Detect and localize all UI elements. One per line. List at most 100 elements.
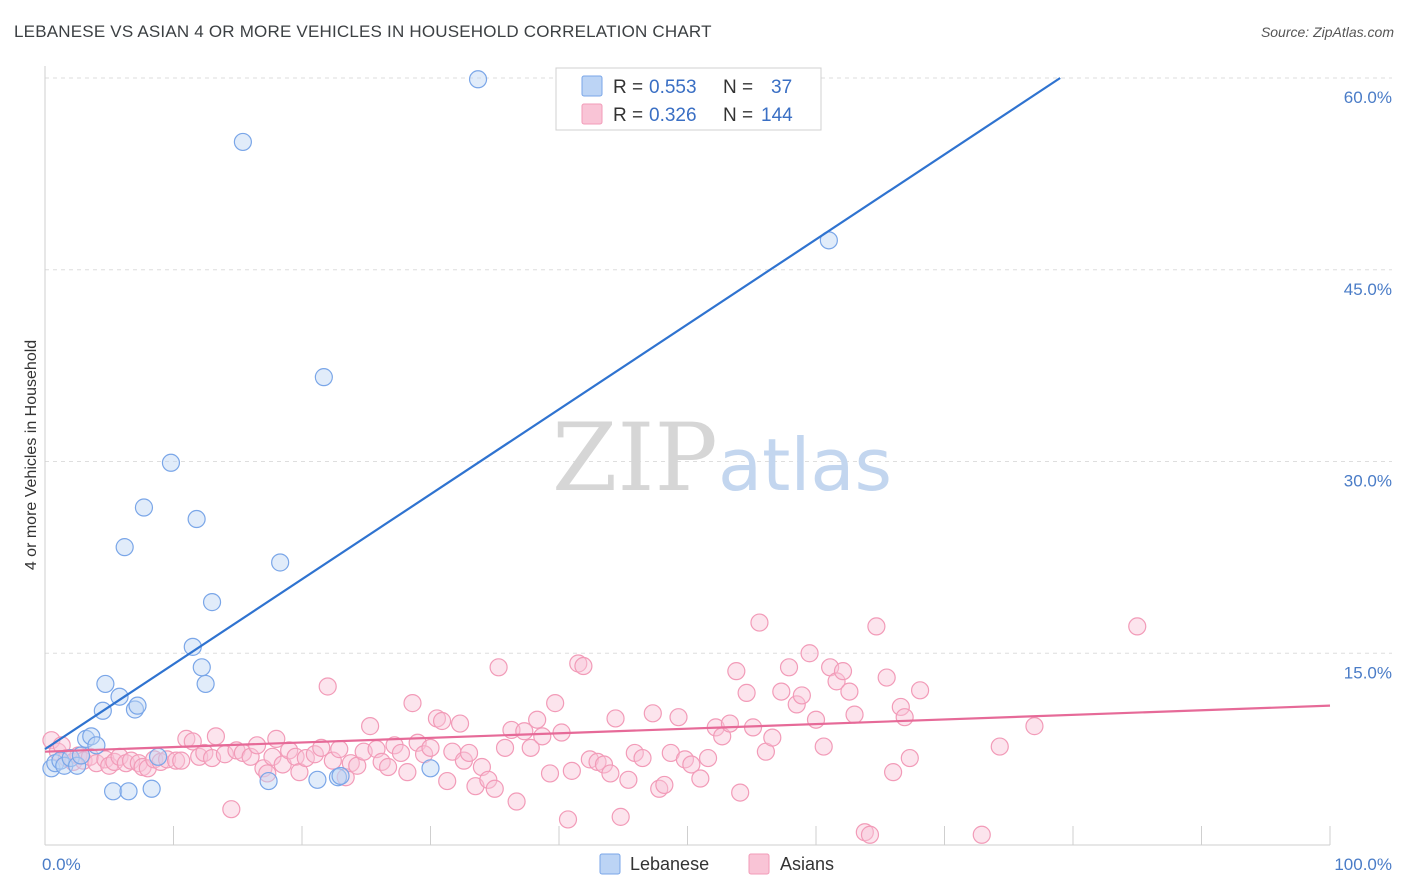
asians-point-101	[655, 775, 674, 795]
asians-point-121	[792, 686, 811, 705]
asians-point-56	[378, 757, 398, 777]
y-tick-label-3: 60.0%	[1344, 88, 1392, 107]
correlation-legend: R = 0.553 N = 37 R = 0.326 N = 144	[555, 67, 822, 131]
lebanese-point-9	[87, 736, 106, 755]
asians-point-127	[833, 662, 853, 681]
asians-point-110	[720, 714, 740, 733]
lebanese-point-13	[110, 687, 129, 706]
series-legend: Lebanese Asians	[599, 853, 834, 875]
asians-point-95	[611, 807, 630, 826]
lebanese-point-28	[259, 771, 278, 791]
legend-r-value-asians: 0.326	[649, 105, 697, 126]
asians-point-63	[421, 738, 440, 757]
x-tick-label-1: 100.0%	[1334, 855, 1392, 874]
asians-point-43	[296, 748, 315, 768]
lebanese-point-19	[142, 779, 161, 798]
lebanese-point-26	[202, 593, 222, 612]
legend-swatch-lebanese	[581, 75, 603, 97]
asians-point-68	[450, 714, 470, 733]
asians-point-141	[1025, 717, 1044, 736]
asians-point-74	[485, 779, 504, 798]
bottom-legend-label-asians: Asians	[780, 854, 834, 874]
asians-point-142	[1128, 617, 1147, 636]
asians-point-80	[521, 738, 540, 757]
asians-point-47	[323, 751, 342, 770]
asians-point-122	[800, 644, 819, 663]
watermark-atlas: atlas	[718, 423, 892, 507]
asians-point-99	[643, 704, 662, 723]
asians-point-48	[330, 740, 349, 759]
asians-point-140	[990, 737, 1009, 756]
asians-point-28	[206, 727, 226, 746]
legend-n-value-asians: 144	[761, 105, 793, 126]
asians-point-66	[438, 771, 457, 791]
lebanese-point-24	[192, 658, 211, 677]
asians-point-30	[222, 800, 241, 819]
axes	[44, 66, 1331, 846]
watermark-zip: ZIP	[552, 404, 718, 513]
asians-series	[42, 613, 1147, 844]
asians-point-107	[698, 748, 718, 768]
asians-point-33	[241, 747, 260, 766]
asians-point-76	[495, 738, 515, 757]
lebanese-point-35	[468, 70, 488, 89]
asians-point-86	[558, 810, 578, 829]
bottom-legend-swatch-lebanese	[599, 853, 621, 875]
asians-point-129	[845, 705, 864, 724]
lebanese-point-8	[82, 727, 101, 746]
asians-point-60	[403, 694, 422, 713]
asians-point-118	[772, 682, 791, 701]
legend-n-value-lebanese: 37	[771, 77, 792, 98]
lebanese-point-30	[308, 770, 327, 789]
lebanese-point-12	[104, 782, 123, 801]
y-tick-label-2: 45.0%	[1344, 280, 1392, 299]
asians-point-111	[727, 662, 746, 681]
asians-point-59	[398, 763, 417, 782]
lebanese-point-11	[96, 674, 115, 694]
asians-point-133	[877, 668, 896, 687]
asians-point-83	[540, 764, 560, 783]
lebanese-point-33	[331, 766, 350, 786]
lebanese-point-29	[271, 553, 290, 572]
legend-swatch-asians	[581, 103, 603, 125]
asians-point-78	[507, 792, 526, 811]
asians-point-70	[459, 743, 479, 763]
lebanese-point-5	[68, 756, 87, 775]
asians-point-58	[391, 743, 411, 763]
asians-point-89	[574, 656, 593, 676]
asians-point-124	[814, 737, 833, 756]
lebanese-point-21	[161, 453, 181, 472]
legend-n-label-lebanese: N =	[723, 77, 753, 98]
asians-point-136	[895, 708, 914, 727]
asians-point-113	[737, 683, 756, 702]
asians-point-81	[528, 710, 547, 729]
lebanese-point-14	[115, 538, 134, 557]
lebanese-point-18	[134, 498, 154, 517]
asians-point-120	[787, 695, 806, 714]
lebanese-point-20	[148, 747, 168, 766]
asians-point-137	[900, 748, 919, 768]
asians-point-96	[619, 770, 638, 789]
asians-point-126	[827, 672, 846, 691]
asians-point-46	[318, 677, 337, 696]
asians-point-139	[972, 825, 991, 844]
asians-point-75	[489, 658, 508, 677]
asians-trend-line	[44, 704, 1331, 753]
legend-n-label-asians: N =	[723, 105, 753, 126]
legend-r-value-lebanese: 0.553	[649, 77, 697, 98]
asians-point-138	[910, 681, 930, 700]
asians-point-37	[263, 747, 282, 766]
asians-point-131	[860, 825, 880, 844]
tick-labels: 15.0% 30.0% 45.0% 60.0% 0.0% 100.0%	[42, 88, 1392, 874]
chart-title: LEBANESE VS ASIAN 4 OR MORE VEHICLES IN …	[14, 22, 712, 41]
lebanese-point-17	[128, 696, 147, 715]
grid-lines	[45, 77, 1392, 654]
asians-point-103	[669, 708, 688, 727]
asians-point-21	[166, 751, 186, 770]
asians-point-92	[594, 755, 614, 774]
asians-point-94	[606, 709, 625, 728]
asians-point-128	[840, 682, 859, 701]
asians-point-22	[172, 751, 191, 770]
bottom-legend-swatch-asians	[748, 853, 770, 875]
